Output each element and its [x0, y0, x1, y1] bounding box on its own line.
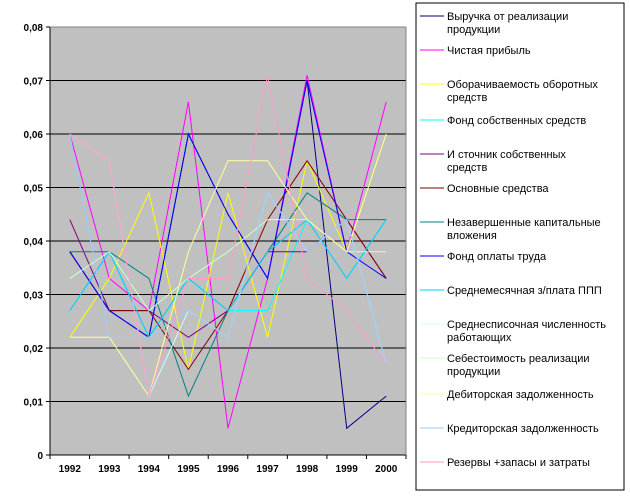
legend-box [415, 2, 625, 491]
x-tick-label: 1994 [138, 464, 161, 475]
legend-label: Кредиторская задолженность [447, 423, 599, 435]
legend-label: Выручка от реализации продукции [447, 11, 568, 36]
x-tick-label: 1996 [217, 464, 240, 475]
y-axis-tick-labels: 0 0,01 0,02 0,03 0,04 0,05 0,06 0,07 0,08 [24, 23, 44, 462]
y-tick-label: 0,01 [24, 398, 44, 409]
x-tick-label: 1998 [296, 464, 319, 475]
legend-label: Дебиторская задолженность [447, 389, 594, 401]
y-tick-label: 0,02 [24, 344, 44, 355]
x-tick-label: 1993 [98, 464, 121, 475]
legend: Выручка от реализации продукции Чистая при… [415, 2, 625, 491]
series-line-9 [69, 218, 387, 339]
x-tick-label: 1995 [177, 464, 200, 475]
y-tick-label: 0,06 [24, 130, 44, 141]
legend-label: Среднесписочная численность работающих [447, 319, 606, 344]
x-tick-label: 1997 [256, 464, 279, 475]
legend-label: Фонд собственных средств [447, 115, 586, 127]
legend-label: Оборачиваемость оборотных средств [447, 79, 598, 104]
legend-label: И сточник собственных средств [447, 149, 566, 174]
x-tick-label: 1992 [59, 464, 82, 475]
legend-label: Себестоимость реализации продукции [447, 353, 590, 378]
legend-label: Чистая прибыль [447, 45, 531, 57]
legend-label: Основные средства [447, 183, 549, 195]
x-tick-label: 1999 [336, 464, 359, 475]
series-line-14 [69, 75, 387, 397]
legend-label: Фонд оплаты труда [447, 251, 547, 263]
series-line-8 [69, 80, 387, 339]
series-line-13 [69, 133, 387, 365]
y-tick-label: 0,07 [24, 77, 44, 88]
legend-label: Среднемесячная з/плата ППП [447, 285, 602, 297]
x-axis-tick-labels: 1992 1993 1994 1995 1996 1997 1998 1999 2000 [59, 464, 398, 475]
y-tick-label: 0,03 [24, 291, 44, 302]
x-tick-label: 2000 [375, 464, 398, 475]
legend-label: Резервы +запасы и затраты [447, 457, 590, 469]
y-tick-label: 0 [37, 451, 43, 462]
series-line-3 [69, 133, 387, 370]
series-layer [69, 75, 387, 430]
series-line-12 [69, 133, 387, 398]
legend-label: Незавершенные капитальные вложения [447, 217, 601, 242]
axes [46, 26, 407, 459]
y-tick-label: 0,05 [24, 184, 44, 195]
y-tick-label: 0,04 [24, 237, 44, 248]
y-tick-label: 0,08 [24, 23, 44, 34]
